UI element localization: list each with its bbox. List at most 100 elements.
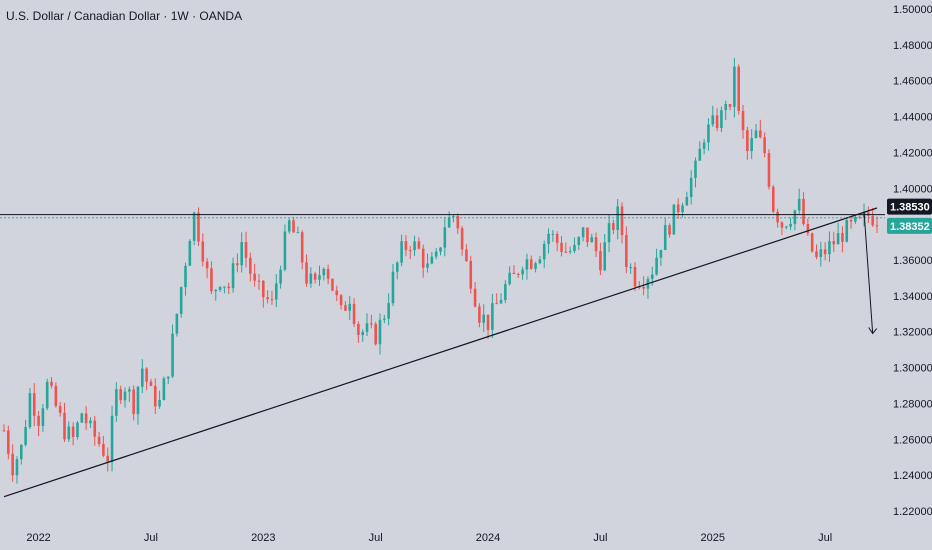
candle-body	[162, 378, 166, 400]
candle-body	[594, 237, 598, 252]
candle-body	[724, 104, 728, 111]
candle-body	[97, 436, 101, 444]
candle-body	[387, 303, 390, 319]
candle-body	[158, 399, 161, 407]
projection-arrow	[863, 211, 874, 334]
candle-body	[828, 241, 831, 255]
candle-body	[119, 389, 122, 401]
candle-body	[32, 393, 36, 416]
candle-body	[612, 223, 615, 230]
candle-body	[374, 323, 377, 345]
candle-body	[175, 313, 179, 334]
candle-body	[305, 262, 308, 284]
candle-body	[741, 110, 745, 131]
time-axis[interactable]: 2022 Jul 2023 Jul 2024 Jul 2025 Jul	[26, 532, 832, 544]
candle-body	[599, 251, 602, 271]
candle-body	[771, 186, 775, 212]
candle-body	[529, 259, 533, 269]
candle-body	[603, 242, 607, 271]
candle-body	[197, 212, 200, 242]
candle-body	[262, 280, 265, 298]
time-tick-label: Jul	[369, 532, 383, 544]
candle-body	[499, 299, 503, 304]
candle-body	[153, 385, 157, 407]
candle-body	[858, 216, 862, 218]
time-tick-label: 2025	[701, 532, 725, 544]
candle-body	[806, 224, 810, 234]
candle-body	[205, 261, 209, 269]
drawings-layer	[0, 207, 885, 498]
candle-body	[50, 381, 53, 386]
candle-body	[780, 222, 784, 228]
candle-body	[486, 314, 490, 330]
candle-body	[231, 263, 235, 289]
candle-body	[473, 288, 477, 307]
candle-body	[313, 273, 317, 280]
candle-body	[668, 225, 671, 235]
candle-body	[370, 323, 373, 325]
candle-body	[443, 227, 447, 248]
price-axis[interactable]: 1.50000 1.48000 1.46000 1.44000 1.42000 1.400…	[893, 4, 932, 518]
candle-body	[482, 314, 486, 323]
candle-body	[832, 241, 836, 245]
candle-body	[67, 426, 71, 440]
candle-body	[659, 249, 663, 258]
candle-body	[715, 115, 719, 129]
candle-body	[504, 284, 507, 300]
price-tag-text: 1.38352	[890, 221, 930, 233]
candle-body	[179, 287, 183, 314]
candle-body	[607, 223, 611, 243]
candle-body	[348, 303, 352, 311]
candle-body	[525, 259, 529, 270]
candle-body	[244, 242, 248, 258]
candle-body	[620, 206, 624, 235]
candle-body	[128, 389, 131, 392]
candles-layer	[2, 57, 879, 484]
candle-body	[849, 220, 853, 222]
candle-body	[218, 286, 222, 290]
candle-body	[322, 268, 326, 276]
candle-body	[516, 274, 520, 276]
candle-body	[577, 237, 581, 246]
candle-body	[754, 130, 758, 139]
candle-body	[508, 272, 511, 285]
candle-body	[106, 455, 110, 463]
candle-body	[300, 232, 304, 263]
candle-body	[629, 267, 632, 269]
candle-body	[564, 251, 568, 253]
candle-body	[110, 415, 114, 463]
candle-body	[296, 232, 300, 234]
candle-body	[469, 261, 473, 289]
candle-body	[141, 368, 144, 387]
candle-body	[171, 333, 174, 377]
candle-body	[875, 225, 879, 227]
candle-body	[711, 115, 715, 125]
candle-body	[45, 381, 49, 409]
candle-body	[236, 263, 239, 266]
price-tick-label: 1.32000	[893, 327, 932, 339]
price-tick-label: 1.36000	[893, 255, 932, 267]
candle-body	[776, 211, 779, 223]
last-price-tag	[887, 217, 932, 234]
candle-body	[854, 216, 857, 222]
candle-body	[633, 267, 637, 287]
candle-body	[452, 215, 455, 218]
candle-body	[767, 153, 771, 187]
candle-body	[19, 444, 23, 460]
candle-body	[707, 124, 710, 143]
candle-body	[287, 220, 291, 232]
candle-body	[841, 233, 844, 242]
candle-body	[434, 251, 438, 257]
candle-body	[292, 220, 295, 233]
candle-body	[547, 233, 550, 244]
candle-body	[408, 250, 412, 252]
price-tick-label: 1.50000	[893, 4, 932, 16]
candle-body	[663, 225, 667, 250]
price-tick-label: 1.48000	[893, 40, 932, 52]
candle-body	[797, 198, 801, 211]
candle-body	[257, 280, 261, 282]
candle-body	[123, 391, 127, 401]
candle-body	[551, 233, 555, 235]
candle-body	[28, 393, 32, 428]
